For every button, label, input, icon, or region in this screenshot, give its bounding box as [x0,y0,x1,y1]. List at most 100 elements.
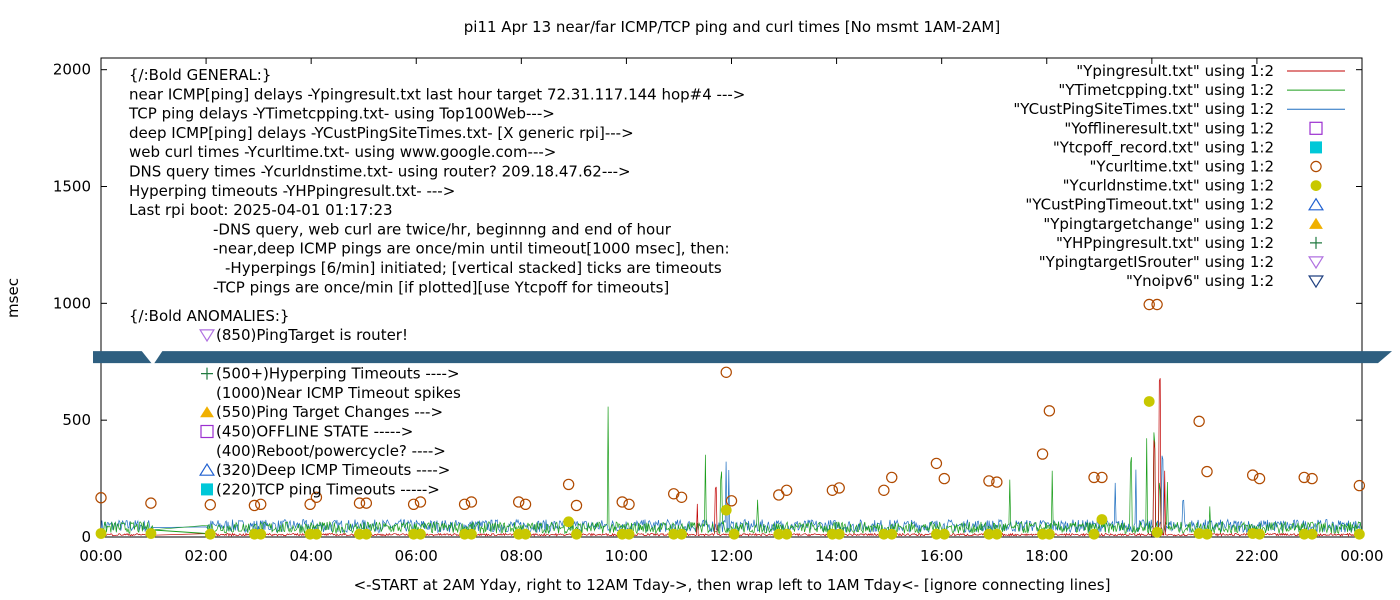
ycurldnstime-point [728,528,740,540]
legend-swatch [1309,121,1323,135]
ycurldnstime-point [563,516,575,528]
x-tick-label: 16:00 [920,547,963,565]
ycurltime-point [414,496,427,508]
x-tick-label: 06:00 [395,547,438,565]
ycurldnstime-point [1151,526,1163,538]
ycurldnstime-point [676,528,687,540]
legend-swatch [1310,236,1322,249]
y-tick-label: 1000 [53,294,91,312]
ycurldnstime-point [1254,528,1265,540]
legend-swatch [1310,160,1322,173]
ycurldnstime-point [360,528,372,540]
ycurldnstime-point [1298,528,1310,540]
ycurltime-point [407,498,420,510]
ycurltime-point [623,498,635,510]
anomaly-marker [199,329,215,343]
y-tick-label: 1500 [53,178,91,196]
anomaly-marker [201,483,213,496]
ycurltime-point [1151,298,1163,311]
legend-swatch [1308,275,1324,289]
ycurltime-point [1193,415,1205,428]
ycurldnstime-point [1353,528,1365,540]
note-line: {/:Bold GENERAL:} [129,66,271,84]
ycurltime-point [930,457,943,470]
ycurltime-point [1353,479,1366,492]
anomaly-label: (450)OFFLINE STATE -----> [216,423,413,441]
ycurltime-point [1036,448,1049,460]
legend-label: "Yofflineresult.txt" using 1:2 [1064,119,1274,137]
x-tick-label: 04:00 [290,547,333,565]
ycurldnstime-point [95,528,107,539]
ycurltime-point [570,499,583,512]
ycurltime-point [938,472,950,485]
ycurltime-point [310,491,323,503]
axis-break-notch [141,350,163,366]
ycurldnstime-point [833,528,845,540]
ycurltime-point [465,496,478,508]
legend-swatch [1308,197,1324,211]
anomaly-marker [200,406,214,418]
y-tick-label: 500 [62,411,91,429]
ycurltime-point [145,497,157,509]
ycurltime-point [616,496,628,508]
ycurldnstime-point [571,528,582,540]
x-tick-label: 20:00 [1130,547,1173,565]
ycurltime-point [780,484,793,496]
ycurltime-point [878,484,890,496]
anomaly-label: (500+)Hyperping Timeouts ----> [216,365,460,383]
anomaly-label: (320)Deep ICMP Timeouts ----> [216,461,450,479]
legend-label: "Ypingresult.txt" using 1:2 [1076,62,1274,80]
ycurltime-point [675,491,688,503]
ycurldnstime-point [931,528,942,540]
note-line: near ICMP[ping] delays -Ypingresult.txt … [129,85,745,103]
y-axis-label: msec [4,278,22,318]
ycurltime-point [773,489,785,501]
ycurldnstime-point [668,528,680,540]
ycurldnstime-point [1201,528,1213,540]
ycurltime-point [304,498,316,510]
anomaly-label: (550)Ping Target Changes ---> [216,403,443,421]
ycurltime-point [983,475,995,487]
anomaly-marker [200,424,214,439]
ycurltime-point [991,476,1003,488]
ycurldnstime-point [878,528,890,540]
ycurltime-point [458,498,471,510]
ycurldnstime-point [145,528,157,539]
ycurltime-point [204,499,216,511]
ycurldnstime-point [415,528,426,540]
ycurldnstime-point [1088,528,1100,540]
ycurltime-point [668,488,680,500]
x-tick-label: 10:00 [605,547,648,565]
note-line: {/:Bold ANOMALIES:} [129,307,289,325]
gap-connecting-line [153,529,207,534]
legend-label: "YHPpingresult.txt" using 1:2 [1056,234,1274,252]
x-tick-label: 22:00 [1235,547,1278,565]
ycurltime-point [562,478,575,491]
ycurldnstime-point [938,528,950,540]
ycurldnstime-point [773,528,785,540]
note-line: -TCP pings are once/min [if plotted][use… [213,278,669,296]
ycurltime-point [255,498,267,510]
note-line: Last rpi boot: 2025-04-01 01:17:23 [129,201,393,219]
note-line: DNS query times -Ycurldnstime.txt- using… [129,163,631,181]
anomaly-label: (400)Reboot/powercycle? ----> [216,442,446,460]
ycurldnstime-point [1193,528,1205,539]
legend-swatch [1310,141,1322,154]
ycurltime-point [1247,469,1259,481]
ycurltime-point [1088,471,1100,484]
chart-title: pi11 Apr 13 near/far ICMP/TCP ping and c… [464,18,1000,36]
ycurltime-point [1306,472,1318,485]
ycurldnstime-point [1306,528,1318,540]
anomaly-marker [199,462,215,476]
legend-swatch [1310,180,1322,192]
ycurldnstime-point [255,528,267,540]
ycurltime-point [1043,405,1056,417]
anomaly-label: (220)TCP ping Timeouts -----> [216,480,440,498]
ycurldnstime-point [520,528,531,540]
legend-label: "YpingtargetISrouter" using 1:2 [1039,253,1274,271]
ycurltime-point [833,482,845,494]
legend-label: "Ypingtargetchange" using 1:2 [1043,215,1274,233]
x-axis-label: <-START at 2AM Yday, right to 12AM Tday-… [354,576,1111,594]
x-tick-label: 00:00 [79,547,122,565]
